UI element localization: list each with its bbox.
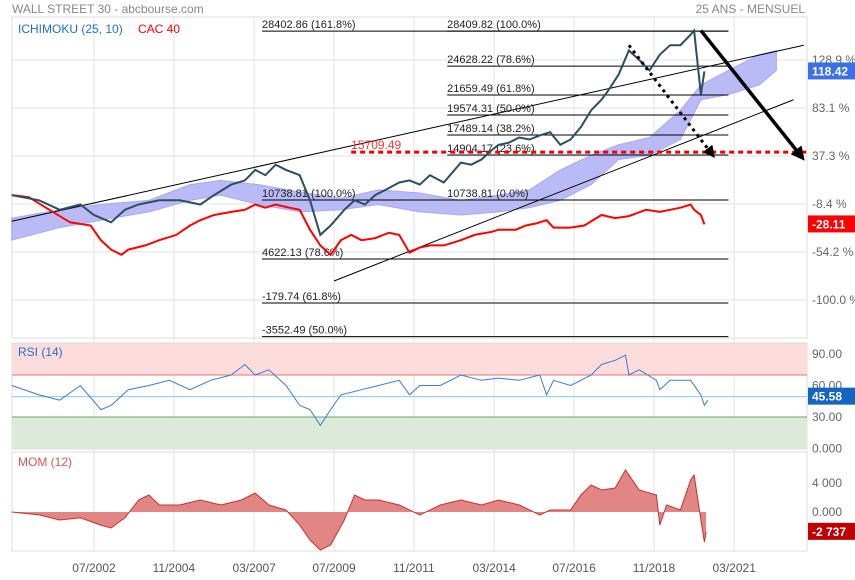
rsi-y-tick-label: 90.00 — [812, 347, 842, 361]
fibonacci-level-label: -179.74 (61.8%) — [262, 291, 341, 303]
period-label[interactable]: 25 ANS - MENSUEL — [696, 2, 806, 16]
x-tick-label: 11/2018 — [633, 561, 676, 575]
y-tick-label: -100.0 % — [812, 293, 855, 307]
x-tick-label: 07/2009 — [312, 561, 356, 575]
mom-panel — [11, 468, 707, 551]
x-tick-label: 03/2007 — [232, 561, 276, 575]
overbought-zone — [12, 343, 807, 375]
fibonacci-level-label: 28402.86 (161.8%) — [262, 19, 356, 31]
rsi-panel — [11, 343, 807, 449]
solid-arrow — [699, 29, 805, 161]
panel-frame — [11, 16, 808, 339]
rsi-line — [11, 354, 709, 427]
target-line-label: 15709.49 — [351, 138, 401, 152]
y-tick-label: 37.3 % — [812, 149, 850, 163]
last-value-badge-rsi-bg — [808, 387, 855, 405]
wall-street-30-line — [11, 28, 706, 237]
fibonacci-level-label: 28409.82 (100.0%) — [447, 19, 541, 31]
x-tick-label: 03/2021 — [712, 561, 756, 575]
mom-line — [11, 468, 707, 551]
last-value-badge-dow-bg — [808, 62, 855, 80]
panel-frame — [11, 451, 808, 552]
x-tick-label: 03/2014 — [472, 561, 516, 575]
legend-cac40[interactable]: CAC 40 — [138, 22, 180, 36]
axes: 07/2002 11/2004 03/2007 07/2009 11/2011 03/20… — [72, 53, 855, 575]
fibonacci-level-label: 24628.22 (78.6%) — [447, 54, 534, 66]
chart-title: WALL STREET 30 - abcbourse.com — [12, 2, 204, 16]
mom-y-tick-label: 0.000 — [812, 505, 842, 519]
dotted-arrow — [627, 44, 715, 158]
panel-frame — [11, 342, 808, 450]
last-value-badge-cac: -28.11 — [812, 217, 846, 231]
last-value-badge-dow: 118.42 — [812, 64, 848, 78]
fibonacci-level-label: 10738.81 (0.0%) — [447, 188, 528, 200]
mom-title: MOM (12) — [18, 455, 72, 469]
legend-ichimoku[interactable]: ICHIMOKU (25, 10) — [18, 22, 123, 36]
y-tick-label: -8.4 % — [812, 197, 847, 211]
fibonacci-level-label: 10738.81 (100.0%) — [262, 188, 356, 200]
trend-line — [333, 99, 794, 282]
rsi-title: RSI (14) — [18, 345, 63, 359]
last-value-badge-mom-bg — [808, 522, 855, 540]
ichimoku-cloud — [11, 49, 777, 241]
x-tick-label: 11/2011 — [393, 561, 435, 575]
x-tick-label: 07/2016 — [552, 561, 596, 575]
last-value-badge-cac-bg — [808, 215, 855, 233]
fibonacci-level-label: 19574.31 (50.0%) — [447, 103, 534, 115]
y-tick-label: -54.2 % — [812, 245, 854, 259]
rsi-y-tick-label: 30.00 — [812, 410, 842, 424]
trend-line — [11, 44, 804, 222]
last-value-badge-mom: -2 737 — [812, 525, 846, 539]
y-tick-label: 83.1 % — [812, 101, 850, 115]
fibonacci-level-label: -3552.49 (50.0%) — [262, 325, 347, 337]
fibonacci-level-label: 4622.13 (78.6%) — [262, 247, 343, 259]
main-panel: 28402.86 (161.8%) 10738.81 (100.0%) 4622.1… — [11, 19, 807, 338]
grid — [11, 16, 808, 552]
fibonacci-level-label: 21659.49 (61.8%) — [447, 83, 534, 95]
last-value-badge-rsi: 45.58 — [812, 390, 842, 404]
x-tick-label: 11/2004 — [153, 561, 196, 575]
x-tick-label: 07/2002 — [72, 561, 116, 575]
mom-area — [11, 469, 707, 550]
mom-y-tick-label: 4 000 — [812, 476, 842, 490]
fibonacci-level-label: 17489.14 (38.2%) — [447, 123, 534, 135]
rsi-y-tick-label: 0.000 — [812, 442, 842, 456]
cac40-line — [11, 194, 706, 257]
oversold-zone — [12, 417, 807, 449]
